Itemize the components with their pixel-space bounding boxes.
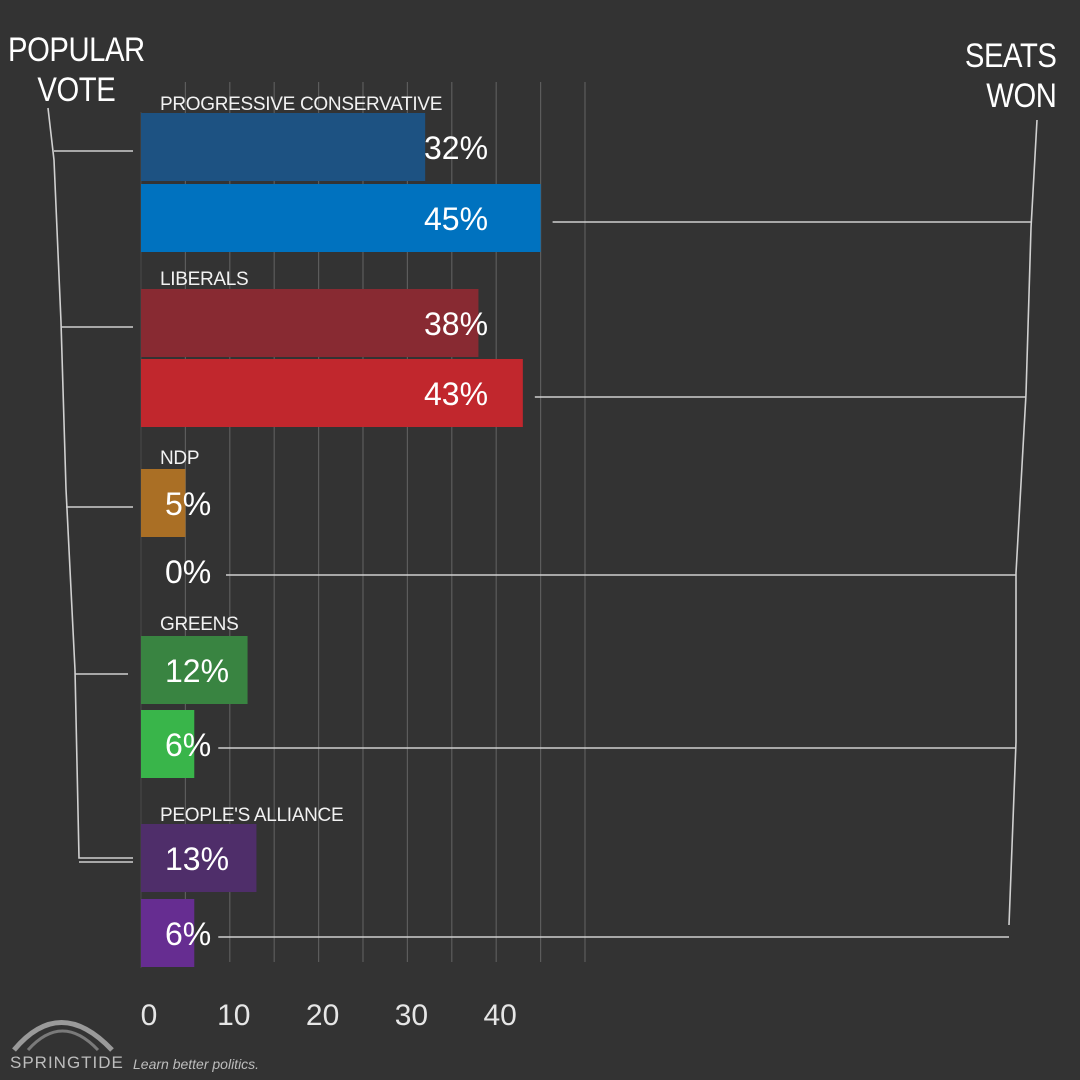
seats-won-title: SEATS WON xyxy=(964,36,1056,116)
footer-brand: SPRINGTIDE xyxy=(10,1053,124,1072)
x-tick-label: 10 xyxy=(217,999,250,1032)
x-tick-label: 30 xyxy=(395,999,428,1032)
seats-won-bracket xyxy=(1008,119,1038,926)
popular-vote-bracket xyxy=(47,107,133,859)
x-tick-label: 0 xyxy=(141,999,158,1032)
brackets xyxy=(47,107,1038,938)
seats-won-label: 6% xyxy=(165,916,211,952)
popular-vote-bar xyxy=(141,636,248,704)
x-axis-ticks: 0 10 20 30 40 xyxy=(141,999,517,1032)
labels: PROGRESSIVE CONSERVATIVE 32% 45% LIBERALS 38… xyxy=(160,94,488,952)
logo-wave-icon xyxy=(12,1020,114,1052)
seats-won-label: 43% xyxy=(424,376,488,412)
popular-vote-title: POPULAR VOTE xyxy=(8,30,145,110)
seats-won-label: 6% xyxy=(165,727,211,763)
footer-tagline: Learn better politics. xyxy=(133,1056,260,1072)
seats-won-bar xyxy=(141,359,523,427)
bars xyxy=(141,113,541,967)
x-tick-label: 20 xyxy=(306,999,339,1032)
popular-vote-bar xyxy=(141,824,257,892)
popular-vote-label: 5% xyxy=(165,486,211,522)
seats-won-label: 0% xyxy=(165,554,211,590)
popular-vote-bar xyxy=(141,289,479,357)
popular-vote-label: 13% xyxy=(165,841,229,877)
popular-vote-bar xyxy=(141,469,186,537)
seats-won-bar xyxy=(141,899,195,967)
popular-vote-label: 32% xyxy=(424,130,488,166)
popular-vote-title-line1: POPULAR xyxy=(8,31,145,69)
seats-won-bar xyxy=(141,184,541,252)
party-name: LIBERALS xyxy=(160,269,248,290)
popular-vote-bar xyxy=(141,113,426,181)
springtide-logo: SPRINGTIDE xyxy=(10,1020,124,1072)
party-name: PEOPLE'S ALLIANCE xyxy=(160,805,343,826)
seats-won-title-line2: WON xyxy=(985,77,1057,116)
party-name: PROGRESSIVE CONSERVATIVE xyxy=(160,94,442,115)
popular-vote-label: 38% xyxy=(424,306,488,342)
popular-vote-title-line2: VOTE xyxy=(37,71,116,110)
party-name: GREENS xyxy=(160,614,238,635)
popular-vote-label: 12% xyxy=(165,653,229,689)
x-tick-label: 40 xyxy=(484,999,517,1032)
seats-won-title-line1: SEATS xyxy=(964,37,1056,75)
seats-won-bar xyxy=(141,710,195,778)
seats-won-label: 45% xyxy=(424,201,488,237)
party-name: NDP xyxy=(160,448,199,469)
